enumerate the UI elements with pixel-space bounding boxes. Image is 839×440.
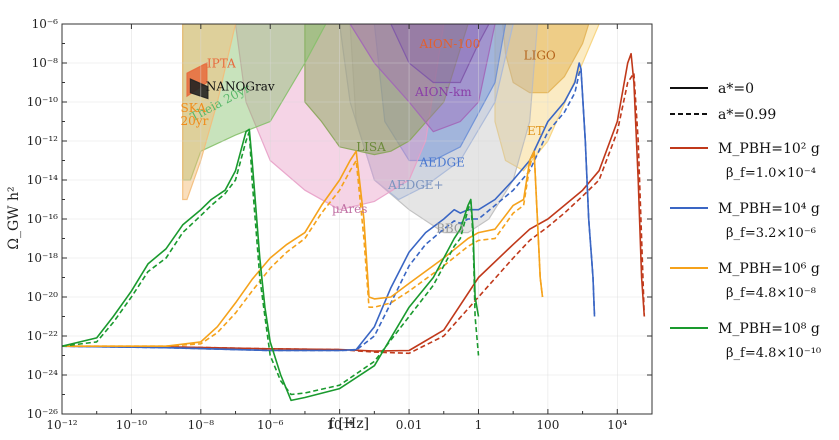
y-tick-label: 10⁻²⁶ xyxy=(27,407,58,421)
x-axis-label: f [Hz] xyxy=(329,416,369,432)
y-tick-label: 10⁻¹⁰ xyxy=(27,95,58,109)
legend-beta-label: β_f=3.2×10⁻⁶ xyxy=(726,226,816,241)
region-label: µAres xyxy=(332,202,367,216)
curve-dashed xyxy=(62,130,480,396)
region-label-line: ET xyxy=(527,124,544,138)
y-axis-label: Ω_GW h² xyxy=(6,186,22,249)
region-label-line: AEDGE+ xyxy=(387,178,443,192)
legend-mass-label: M_PBH=10⁸ g xyxy=(718,321,820,337)
y-tick-label: 10⁻²⁴ xyxy=(27,368,58,382)
region-label-line: AION-100 xyxy=(419,37,481,51)
region-label: LIGO xyxy=(524,49,556,63)
region-label: SKA 20yr xyxy=(181,101,209,128)
axis-ticks: 10⁻¹² 10⁻¹⁰ 10⁻⁸ 10⁻⁶ 10⁻⁴ 0.01 1 100 10⁴ 10⁻⁶ 10⁻… xyxy=(27,17,652,432)
legend-style-label: a*=0.99 xyxy=(718,107,776,123)
x-tick-label: 10⁻¹⁰ xyxy=(116,418,147,432)
region-label: IPTA xyxy=(207,56,236,70)
region-label: ET xyxy=(527,124,544,138)
region-label-line: AEDGE xyxy=(419,155,465,169)
spectrum-curves xyxy=(62,52,646,402)
region-label-line: µAres xyxy=(332,202,367,216)
region-label: BBO xyxy=(436,222,464,236)
legend-style-label: a*=0 xyxy=(718,81,754,97)
x-tick-label: 10⁴ xyxy=(607,418,627,432)
legend: a*=0 a*=0.99 M_PBH=10² g β_f=1.0×10⁻⁴ M_PBH=… xyxy=(670,81,821,361)
legend-beta-label: β_f=4.8×10⁻¹⁰ xyxy=(726,346,821,361)
x-tick-label: 1 xyxy=(475,418,483,432)
x-tick-label: 0.01 xyxy=(396,418,423,432)
region-label-line: LISA xyxy=(356,140,386,154)
x-tick-label: 10⁻⁸ xyxy=(188,418,215,432)
region-label-line: AION-km xyxy=(414,85,472,99)
legend-beta-label: β_f=4.8×10⁻⁸ xyxy=(726,286,816,301)
y-tick-label: 10⁻¹² xyxy=(27,134,58,148)
y-tick-label: 10⁻¹⁸ xyxy=(27,251,58,265)
region-label: AEDGE xyxy=(419,155,465,169)
region-label: AION-100 xyxy=(419,37,481,51)
y-tick-label: 10⁻¹⁴ xyxy=(27,173,58,187)
region-aion-km xyxy=(349,24,496,133)
curve-dashed xyxy=(62,68,596,352)
region-nanograv xyxy=(189,78,209,100)
legend-mass-label: M_PBH=10⁶ g xyxy=(718,261,820,277)
legend-mass-label: M_PBH=10² g xyxy=(718,141,820,157)
y-tick-label: 10⁻⁸ xyxy=(32,56,59,70)
region-label-line: LIGO xyxy=(524,49,556,63)
region-label-line: SKA xyxy=(181,101,207,115)
x-tick-label: 10⁻¹² xyxy=(46,418,77,432)
region-label: AION-km xyxy=(414,85,472,99)
region-label: LISA xyxy=(356,140,386,154)
region-label: AEDGE+ xyxy=(387,178,443,192)
region-label-line: NANOGrav xyxy=(206,79,275,93)
region-label: NANOGrav xyxy=(206,79,275,93)
curve-solid xyxy=(62,128,480,402)
region-label-line: 20yr xyxy=(181,114,209,128)
region-label-line: IPTA xyxy=(207,56,236,70)
y-tick-label: 10⁻²² xyxy=(27,329,58,343)
legend-beta-label: β_f=1.0×10⁻⁴ xyxy=(726,166,816,181)
y-tick-label: 10⁻²⁰ xyxy=(27,290,58,304)
y-tick-label: 10⁻⁶ xyxy=(32,17,59,31)
region-label-line: BBO xyxy=(436,222,464,236)
x-tick-label: 10⁻⁶ xyxy=(257,418,284,432)
y-tick-label: 10⁻¹⁶ xyxy=(27,212,58,226)
legend-mass-label: M_PBH=10⁴ g xyxy=(718,201,820,217)
x-tick-label: 100 xyxy=(536,418,559,432)
curve-solid xyxy=(62,150,544,347)
x-tick-label: 10⁻⁴ xyxy=(326,418,353,432)
